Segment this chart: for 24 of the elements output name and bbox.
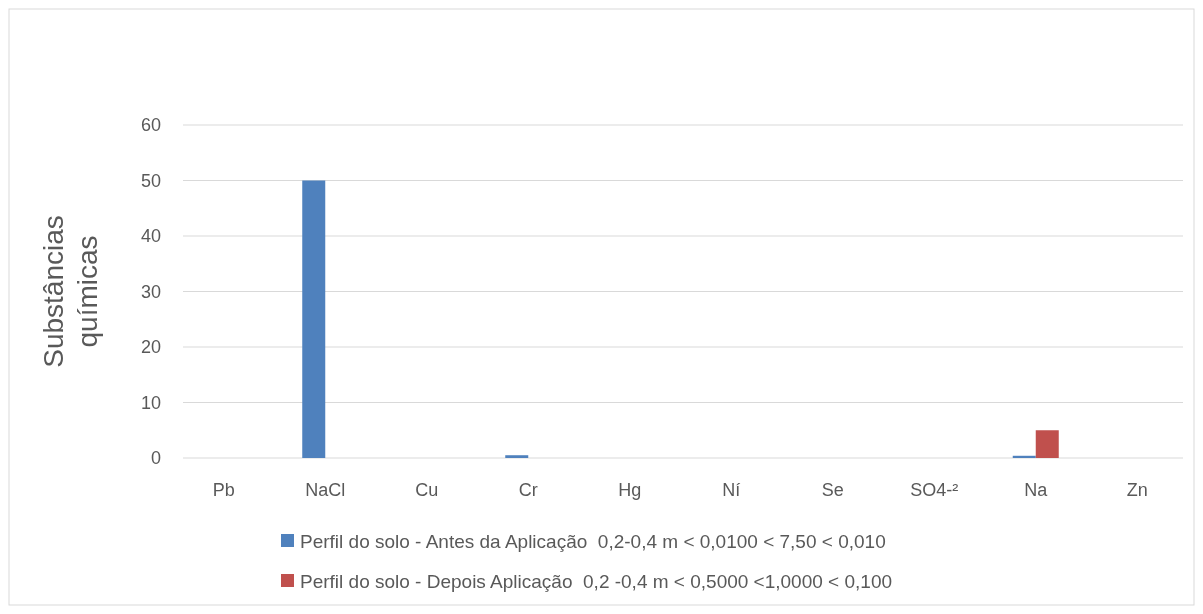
x-tick-label: Ní	[722, 480, 741, 500]
bar	[1035, 430, 1059, 458]
y-tick-label: 20	[140, 337, 161, 358]
x-tick-label: Cu	[415, 480, 439, 500]
y-tick-label: 0	[150, 448, 161, 469]
y-tick-label: 60	[140, 115, 161, 136]
y-tick-label: 50	[140, 170, 161, 191]
x-tick-label: NaCl	[305, 480, 346, 500]
bar	[302, 180, 326, 458]
legend-label: Perfil do solo - Antes da Aplicação 0,2-0,4 m < 0,0100 < 7,50 < 0,010	[300, 530, 886, 552]
x-tick-label: Zn	[1126, 480, 1148, 500]
x-tick-label: SO4-²	[910, 480, 959, 500]
x-tick-label: Cr	[518, 480, 538, 500]
y-tick-label: 30	[140, 281, 161, 302]
bar	[1012, 455, 1036, 458]
x-tick-label: Pb	[212, 480, 235, 500]
y-tick-label: 40	[140, 226, 161, 247]
legend-label: Perfil do solo - Depois Aplicação 0,2 -0,4 m < 0,5000 <1,0000 < 0,100	[300, 570, 893, 592]
y-tick-label: 10	[140, 392, 161, 413]
x-tick-label: Na	[1024, 480, 1049, 500]
x-tick-label: Hg	[618, 480, 642, 500]
x-tick-label: Se	[821, 480, 844, 500]
y-axis-title: Substâncias químicas	[38, 215, 103, 368]
bar	[505, 455, 529, 458]
